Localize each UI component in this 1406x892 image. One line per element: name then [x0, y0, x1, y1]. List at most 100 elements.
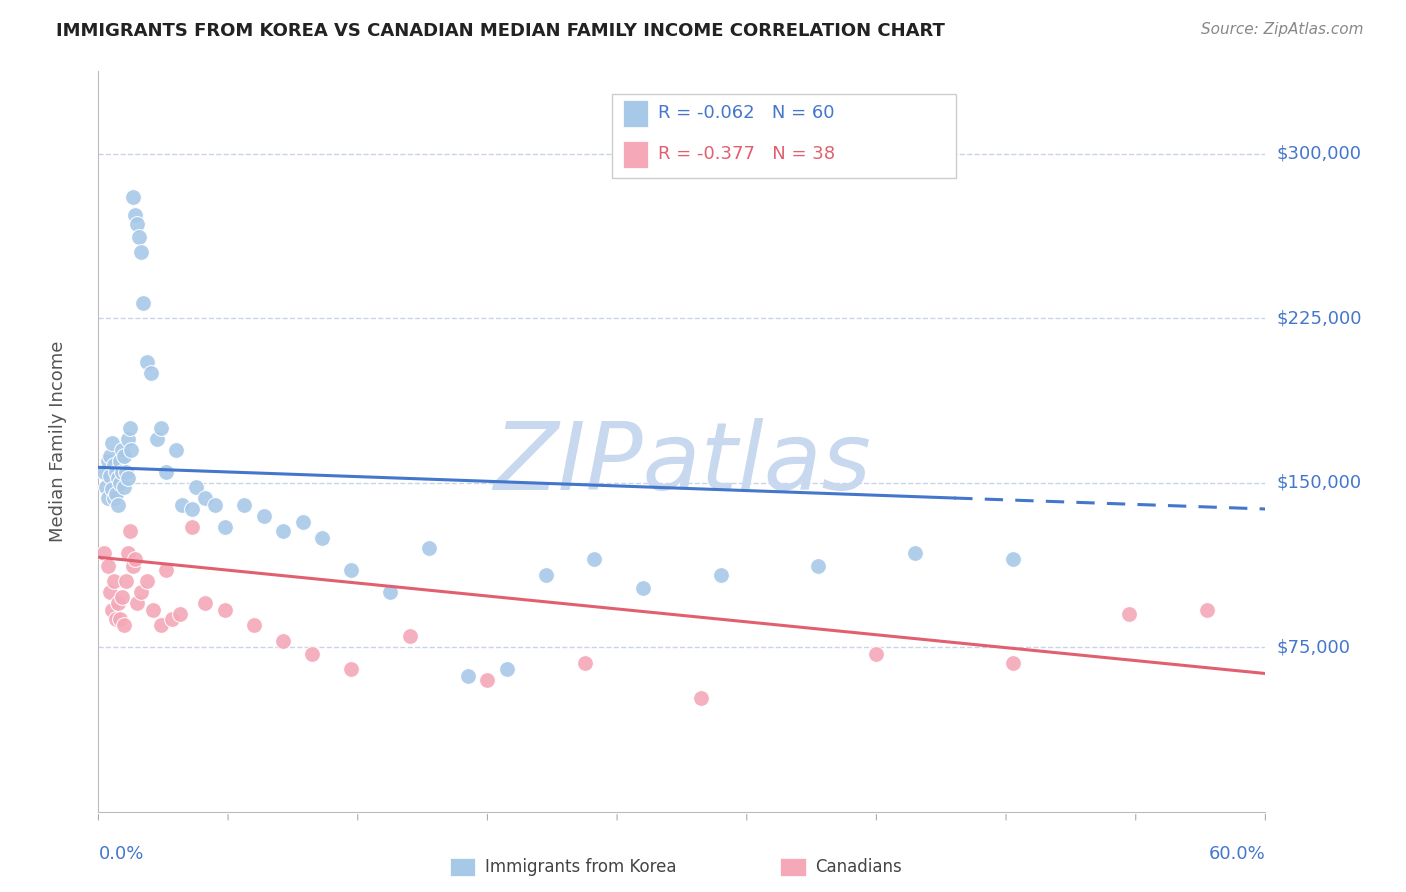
Point	[93, 546, 115, 560]
Point	[184, 480, 207, 494]
Point	[97, 491, 120, 505]
Point	[710, 567, 733, 582]
Point	[117, 471, 139, 485]
Point	[149, 421, 172, 435]
Point	[114, 465, 136, 479]
Point	[112, 450, 135, 464]
Text: IMMIGRANTS FROM KOREA VS CANADIAN MEDIAN FAMILY INCOME CORRELATION CHART: IMMIGRANTS FROM KOREA VS CANADIAN MEDIAN…	[56, 22, 945, 40]
Point	[97, 454, 120, 468]
Point	[112, 618, 135, 632]
Point	[128, 230, 150, 244]
Point	[104, 465, 127, 479]
Point	[1001, 552, 1024, 566]
Point	[124, 552, 146, 566]
Point	[108, 454, 131, 468]
Text: $150,000: $150,000	[1277, 474, 1361, 491]
Point	[114, 574, 136, 589]
Point	[93, 465, 115, 479]
Point	[204, 498, 226, 512]
Point	[104, 612, 127, 626]
Point	[170, 498, 193, 512]
Point	[233, 498, 256, 512]
Text: ZIPatlas: ZIPatlas	[494, 418, 870, 509]
Point	[271, 633, 294, 648]
Point	[253, 508, 276, 523]
Text: R = -0.377   N = 38: R = -0.377 N = 38	[658, 145, 835, 163]
Point	[124, 208, 146, 222]
Point	[398, 629, 420, 643]
Text: $300,000: $300,000	[1277, 145, 1361, 162]
Point	[807, 559, 830, 574]
Point	[98, 585, 121, 599]
Point	[107, 471, 129, 485]
Text: $225,000: $225,000	[1277, 310, 1362, 327]
Point	[457, 669, 479, 683]
Point	[214, 519, 236, 533]
Text: Median Family Income: Median Family Income	[49, 341, 66, 542]
Text: 60.0%: 60.0%	[1209, 845, 1265, 863]
Point	[111, 465, 134, 479]
Point	[101, 482, 124, 496]
Point	[98, 450, 121, 464]
Point	[142, 603, 165, 617]
Point	[418, 541, 440, 556]
Point	[139, 366, 162, 380]
Text: $75,000: $75,000	[1277, 638, 1351, 657]
Point	[1195, 603, 1218, 617]
Point	[107, 596, 129, 610]
Point	[127, 596, 149, 610]
Point	[165, 442, 187, 457]
Point	[271, 524, 294, 538]
Text: Source: ZipAtlas.com: Source: ZipAtlas.com	[1201, 22, 1364, 37]
Point	[1001, 656, 1024, 670]
Text: Immigrants from Korea: Immigrants from Korea	[485, 858, 676, 876]
Point	[194, 491, 217, 505]
Point	[169, 607, 191, 622]
Point	[380, 585, 402, 599]
Point	[301, 647, 323, 661]
Point	[291, 515, 314, 529]
Point	[101, 436, 124, 450]
Point	[162, 612, 184, 626]
Point	[129, 245, 152, 260]
Point	[214, 603, 236, 617]
Point	[96, 480, 118, 494]
Point	[97, 559, 120, 574]
Text: Canadians: Canadians	[815, 858, 903, 876]
Point	[111, 442, 134, 457]
Point	[340, 662, 363, 676]
Point	[155, 465, 177, 479]
Point	[583, 552, 606, 566]
Point	[690, 690, 713, 705]
Point	[118, 524, 141, 538]
Point	[155, 563, 177, 577]
Point	[243, 618, 266, 632]
Point	[534, 567, 557, 582]
Point	[104, 486, 127, 500]
Point	[122, 190, 145, 204]
Point	[194, 596, 217, 610]
Point	[108, 475, 131, 490]
Point	[122, 559, 145, 574]
Point	[103, 491, 125, 505]
Text: R = -0.062   N = 60: R = -0.062 N = 60	[658, 104, 835, 122]
Point	[340, 563, 363, 577]
Point	[904, 546, 927, 560]
Point	[112, 480, 135, 494]
Point	[146, 432, 169, 446]
Point	[149, 618, 172, 632]
Point	[127, 217, 149, 231]
Point	[1118, 607, 1140, 622]
Text: 0.0%: 0.0%	[98, 845, 143, 863]
Point	[103, 574, 125, 589]
Point	[107, 498, 129, 512]
Point	[496, 662, 519, 676]
Point	[103, 458, 125, 472]
Point	[865, 647, 887, 661]
Point	[117, 432, 139, 446]
Point	[108, 612, 131, 626]
Point	[180, 519, 202, 533]
Point	[477, 673, 499, 687]
Point	[574, 656, 596, 670]
Point	[136, 355, 159, 369]
